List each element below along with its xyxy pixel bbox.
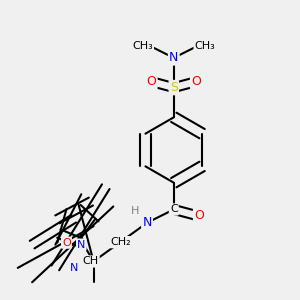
- Text: O: O: [194, 209, 204, 222]
- Text: CH₃: CH₃: [132, 41, 153, 51]
- Text: O: O: [191, 75, 201, 88]
- Text: N: N: [70, 263, 78, 273]
- Text: N: N: [142, 216, 152, 229]
- Text: O: O: [146, 75, 156, 88]
- Text: CH₂: CH₂: [110, 237, 130, 247]
- Text: N: N: [77, 240, 86, 250]
- Text: O: O: [62, 238, 71, 248]
- Text: CH₃: CH₃: [195, 41, 215, 51]
- Text: C: C: [170, 204, 178, 214]
- Text: N: N: [169, 51, 178, 64]
- Text: CH: CH: [82, 256, 99, 266]
- Text: H: H: [131, 206, 139, 216]
- Text: S: S: [170, 81, 178, 94]
